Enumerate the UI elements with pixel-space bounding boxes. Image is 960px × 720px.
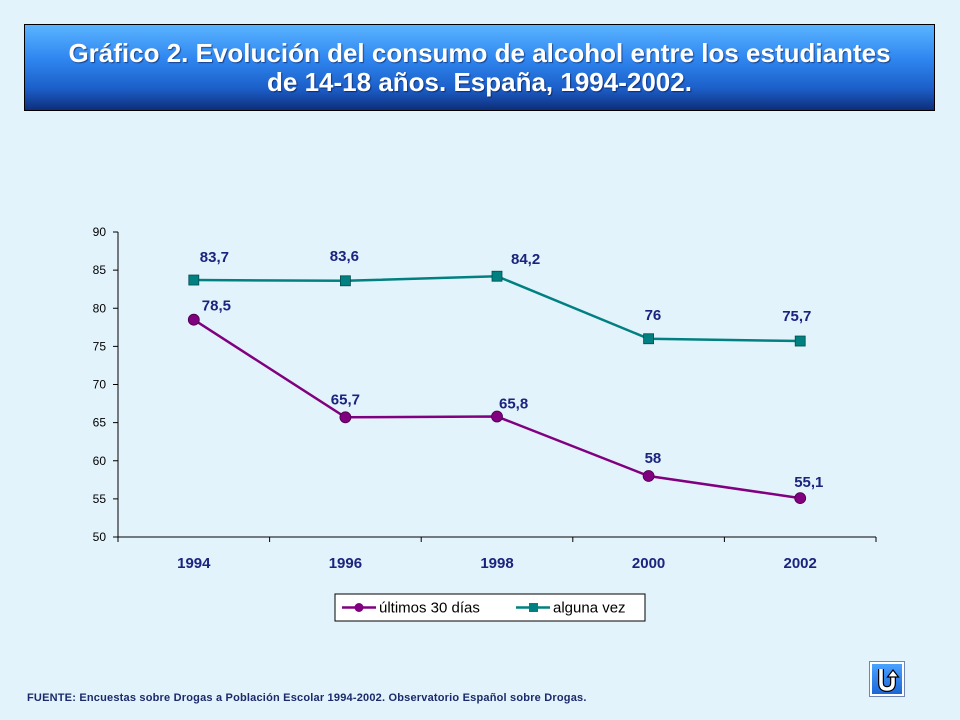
y-tick-label: 65: [93, 416, 107, 430]
x-tick-label: 1996: [329, 555, 362, 572]
data-point-alguna-vez: [643, 333, 654, 345]
y-tick-label: 60: [93, 454, 107, 468]
y-tick-label: 75: [93, 339, 107, 353]
series-line-alguna-vez: [193, 274, 801, 343]
data-label-alguna-vez: 83,6: [330, 248, 359, 265]
legend-marker-alguna-vez: [529, 603, 538, 612]
data-label-alguna-vez: 84,2: [511, 251, 540, 268]
data-label-ultimos-30-dias: 65,7: [331, 391, 360, 408]
y-tick-label: 90: [93, 225, 107, 239]
data-point-alguna-vez: [491, 270, 503, 282]
chart-title-line-1: Gráfico 2. Evolución del consumo de alco…: [68, 37, 891, 68]
series-line-ultimos-30-dias: [193, 318, 801, 500]
legend-box: [334, 593, 646, 622]
data-label-ultimos-30-dias: 58: [645, 450, 662, 467]
legend-marker-ultimos-30-dias: [354, 603, 364, 612]
y-tick-label: 50: [93, 530, 107, 544]
x-tick-label: 1998: [480, 555, 513, 572]
data-label-ultimos-30-dias: 65,8: [499, 396, 528, 413]
legend-label-alguna-vez: alguna vez: [553, 600, 626, 617]
data-point-alguna-vez: [794, 335, 806, 347]
data-label-alguna-vez: 83,7: [200, 249, 229, 266]
data-point-ultimos-30-dias: [187, 313, 200, 326]
y-tick-label: 85: [93, 263, 107, 277]
data-label-ultimos-30-dias: 78,5: [202, 298, 231, 315]
data-point-ultimos-30-dias: [794, 492, 807, 505]
data-label-alguna-vez: 75,7: [782, 308, 811, 325]
y-tick-label: 55: [93, 492, 107, 506]
return-button[interactable]: [869, 661, 905, 697]
data-label-alguna-vez: 76: [645, 307, 662, 324]
return-u-turn-icon: [878, 669, 900, 693]
chart-title-box: Gráfico 2. Evolución del consumo de alco…: [24, 24, 935, 111]
x-tick-label: 1994: [177, 555, 211, 572]
x-tick-label: 2002: [784, 555, 817, 572]
legend-label-ultimos-30-dias: últimos 30 días: [379, 600, 480, 617]
data-point-ultimos-30-dias: [339, 411, 352, 424]
x-tick-label: 2000: [632, 555, 665, 572]
data-point-alguna-vez: [188, 274, 200, 286]
data-point-ultimos-30-dias: [491, 410, 503, 423]
chart-title-line-2: de 14-18 años. España, 1994-2002.: [267, 66, 692, 97]
source-note: FUENTE: Encuestas sobre Drogas a Poblaci…: [27, 692, 587, 704]
y-tick-label: 80: [93, 301, 107, 315]
data-label-ultimos-30-dias: 55,1: [794, 474, 823, 491]
data-point-ultimos-30-dias: [642, 470, 655, 482]
y-tick-label: 70: [93, 378, 107, 392]
data-point-alguna-vez: [339, 275, 351, 287]
